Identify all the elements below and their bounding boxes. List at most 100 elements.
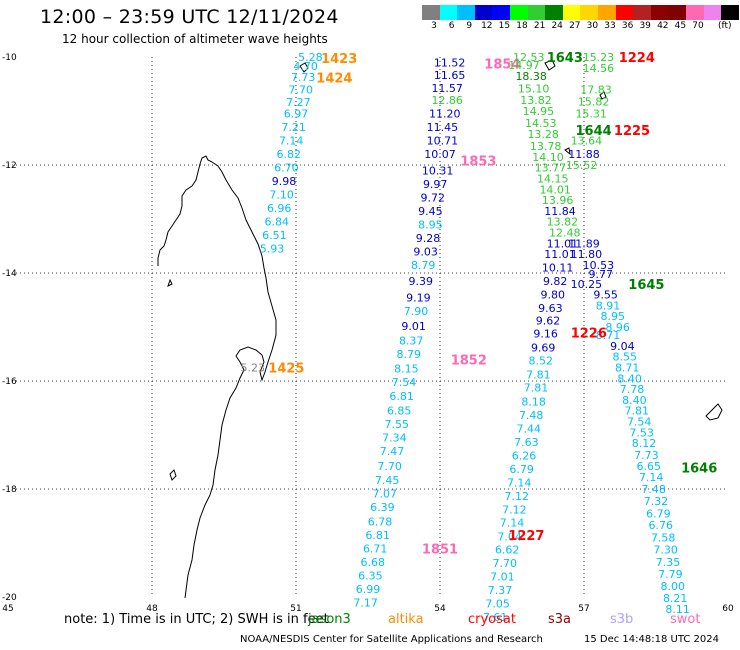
wave-height-label: 8.11 [665,603,690,616]
wave-height-label: 7.05 [485,597,510,610]
colorbar [422,5,739,20]
time-label: 1224 [619,51,655,66]
legend-item-swot: swot [670,612,701,627]
colorbar-label: 45 [674,21,687,31]
wave-height-label: 9.45 [418,205,443,218]
island-mauritius [705,403,723,421]
wave-height-label: 8.91 [596,299,621,312]
wave-height-label: 9.19 [406,291,431,304]
wave-height-label: 15.82 [578,95,610,108]
colorbar-swatch [474,5,493,20]
wave-height-label: 11.84 [544,205,576,218]
wave-height-label: 8.18 [521,396,546,409]
wave-height-label: 7.70 [377,460,402,473]
wave-height-label: 8.71 [615,362,640,375]
island-3 [299,62,309,73]
lat-tick-label: -20 [2,593,17,603]
wave-height-label: 11.45 [427,121,459,134]
wave-height-label: 9.03 [413,245,438,258]
wave-height-label: 8.79 [411,259,436,272]
wave-height-label: 4.70 [293,60,318,73]
colorbar-label: 21 [533,21,546,31]
wave-height-label: 7.30 [653,543,678,556]
lat-tick-label: -12 [2,161,17,171]
wave-height-label: 15.23 [583,51,615,64]
colorbar-swatch [633,5,651,20]
time-label: 1852 [451,353,487,368]
wave-height-label: 7.81 [625,405,650,418]
wave-height-label: 7.10 [269,189,294,202]
wave-height-label: 7.73 [634,449,659,462]
wave-height-label: 7.14 [500,516,525,529]
wave-height-label: 7.70 [289,83,314,96]
colorbar-swatch [580,5,598,20]
wave-height-label: 9.72 [421,191,446,204]
wave-height-label: 5.93 [260,243,285,256]
wave-height-label: 13.78 [530,140,562,153]
wave-height-label: 7.32 [644,495,669,508]
wave-height-label: 7.01 [490,570,515,583]
wave-height-label: 7.58 [651,532,676,545]
colorbar-label: 30 [586,21,599,31]
lon-tick-label: 60 [722,604,734,614]
wave-height-label: 15.52 [566,159,598,172]
wave-height-label: 8.71 [596,329,621,342]
colorbar-unit: (ft) [718,21,732,31]
wave-height-label: 11.52 [434,56,466,69]
wave-height-label: 8.52 [529,354,554,367]
time-label: 1644 [576,124,612,139]
wave-height-label: 14.97 [508,59,540,72]
colorbar-swatch [615,5,634,20]
colorbar-swatch [650,5,669,20]
wave-height-label: 7.81 [526,369,551,382]
wave-height-label: 7.90 [404,305,429,318]
lat-tick-label: -18 [2,485,17,495]
wave-height-label: 8.37 [399,335,424,348]
time-label: 1424 [316,72,352,87]
wave-height-label: 11.88 [568,148,600,161]
colorbar-swatch [721,5,739,20]
wave-height-label: 13.28 [527,128,559,141]
wave-height-label: 8.55 [613,351,638,364]
time-label: 1423 [321,52,357,67]
wave-height-label: 6.65 [637,460,662,473]
colorbar-label: 70 [692,21,704,31]
wave-height-label: 9.39 [409,275,434,288]
wave-height-label: 13.64 [571,135,603,148]
madagascar-coastline [157,155,277,599]
time-label: 1853 [460,155,496,170]
wave-height-label: 13.82 [547,216,579,229]
page-title: 12:00 – 23:59 UTC 12/11/2024 [40,6,339,28]
wave-height-label: 5.23 [241,362,266,375]
axis-ticks: 45 48 51 54 57 60 -10 -12 -14 -16 -18 -20 [2,53,734,614]
wave-height-label: 6.70 [274,162,299,175]
time-label: 1854 [484,57,520,72]
wave-height-label: 7.14 [279,135,304,148]
wave-height-label: 7.14 [639,471,664,484]
wave-height-label: 7.34 [382,432,407,445]
wave-height-label: 7.12 [502,504,527,517]
footer-credit: NOAA/NESDIS Center for Satellite Applica… [240,634,543,645]
wave-height-label: 7.48 [519,409,544,422]
wave-height-label: 9.16 [533,327,558,340]
wave-height-label: 8.79 [397,348,422,361]
wave-height-label: 11.20 [429,108,461,121]
wave-height-label: 10.31 [422,164,454,177]
wave-height-label: 7.44 [517,423,542,436]
wave-height-label: 9.97 [423,178,448,191]
wave-height-label: 6.81 [365,529,390,542]
wave-height-label: 6.81 [389,390,414,403]
wave-height-label: 8.95 [601,310,626,323]
wave-height-label: 9.04 [610,340,635,353]
wave-height-label: 14.01 [539,183,571,196]
colorbar-label: 24 [551,21,563,31]
wave-height-label: 6.85 [387,405,412,418]
colorbar-label: 18 [516,21,528,31]
wave-height-label: 11.57 [431,82,463,95]
wave-height-label: 8.95 [418,218,443,231]
wave-height-label: 9.69 [531,342,556,355]
wave-height-label: 6.82 [277,148,302,161]
colorbar-label: 33 [604,21,616,31]
colorbar-swatch [703,5,722,20]
wave-height-label: 9.63 [538,302,563,315]
